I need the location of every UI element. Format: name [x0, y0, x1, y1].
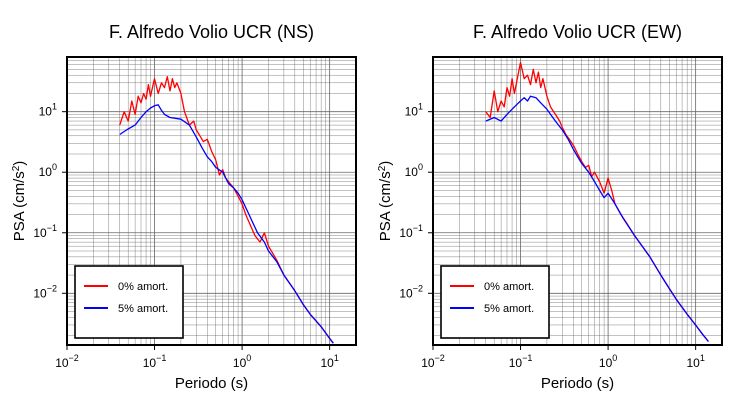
x-axis-label: Periodo (s) — [175, 375, 248, 392]
chart-title: F. Alfredo Volio UCR (NS) — [109, 22, 314, 42]
y-tick-label: 100 — [405, 162, 423, 179]
x-tick-label: 101 — [320, 353, 338, 370]
chart-panel-0: 10−2 10−1 100 101 10−2 10−1 100 101 F. Alfredo V… — [11, 22, 357, 392]
y-tick-label: 10−1 — [399, 223, 423, 240]
legend: 0% amort. 5% amort. — [74, 265, 184, 339]
legend: 0% amort. 5% amort. — [440, 265, 550, 339]
x-tick-label: 10−2 — [421, 353, 445, 370]
legend-label-1: 5% amort. — [484, 303, 534, 315]
legend-box — [74, 265, 184, 339]
series-line-1 — [119, 104, 334, 344]
y-axis-label: PSA (cm/s2) — [377, 161, 394, 242]
x-tick-label: 10−1 — [143, 353, 167, 370]
y-tick-label: 10−2 — [33, 283, 57, 300]
plot-frame — [432, 56, 723, 346]
legend-box — [440, 265, 550, 339]
x-tick-label: 100 — [599, 353, 617, 370]
x-tick-label: 101 — [686, 353, 704, 370]
grid — [66, 56, 357, 345]
y-tick-label: 10−1 — [33, 223, 57, 240]
series-line-0 — [119, 75, 334, 344]
x-tick-label: 10−2 — [55, 353, 79, 370]
y-tick-label: 100 — [39, 162, 57, 179]
legend-label-1: 5% amort. — [118, 303, 168, 315]
x-tick-label: 100 — [233, 353, 251, 370]
y-tick-label: 101 — [405, 102, 423, 119]
plot-frame — [66, 56, 357, 346]
y-tick-label: 10−2 — [399, 283, 423, 300]
y-tick-label: 101 — [39, 102, 57, 119]
legend-label-0: 0% amort. — [484, 281, 534, 293]
legend-label-0: 0% amort. — [118, 281, 168, 293]
x-axis-label: Periodo (s) — [541, 375, 614, 392]
series-line-1 — [485, 95, 709, 342]
chart-title: F. Alfredo Volio UCR (EW) — [473, 22, 682, 42]
chart-panel-1: 10−2 10−1 100 101 10−2 10−1 100 101 F. Alfredo V… — [377, 22, 723, 392]
y-axis-label: PSA (cm/s2) — [11, 161, 28, 242]
x-tick-label: 10−1 — [509, 353, 533, 370]
